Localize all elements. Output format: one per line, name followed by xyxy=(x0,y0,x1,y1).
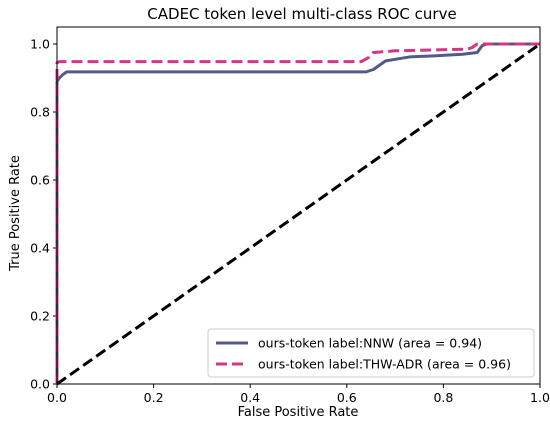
series-line-2 xyxy=(55,42,540,384)
y-tick-label: 0.6 xyxy=(30,173,50,188)
x-tick-label: 0.4 xyxy=(240,390,260,405)
x-tick-label: 0.2 xyxy=(144,390,164,405)
y-tick-label: 0.8 xyxy=(30,105,50,120)
y-tick-label: 1.0 xyxy=(30,37,50,52)
x-tick-label: 0.8 xyxy=(433,390,453,405)
diagonal-reference-line xyxy=(56,42,541,386)
y-tick-label: 0.2 xyxy=(30,309,50,324)
x-tick-label: 1.0 xyxy=(530,390,550,405)
legend-entry: ours-token label:NNW (area = 0.94) xyxy=(258,336,482,351)
x-tick-label: 0.0 xyxy=(47,390,67,405)
y-axis-label: True Positive Rate xyxy=(8,155,23,272)
legend: ours-token label:NNW (area = 0.94) ours-t… xyxy=(207,328,535,378)
plot-frame xyxy=(56,26,541,385)
y-tick-label: 0.4 xyxy=(30,241,50,256)
legend-entry: ours-token label:THW-ADR (area = 0.96) xyxy=(258,357,511,372)
plot-area: 0.0 0.2 0.4 0.6 0.8 1.0 0.0 0.2 0.4 0.6 0.8 1.0 xyxy=(30,26,550,405)
x-tick-label: 0.6 xyxy=(337,390,357,405)
x-axis-label: False Positive Rate xyxy=(238,405,359,420)
legend-box xyxy=(207,328,535,378)
series-line-1 xyxy=(55,42,540,384)
y-tick-label: 0.0 xyxy=(30,377,50,392)
chart-title: CADEC token level multi-class ROC curve xyxy=(147,5,456,23)
